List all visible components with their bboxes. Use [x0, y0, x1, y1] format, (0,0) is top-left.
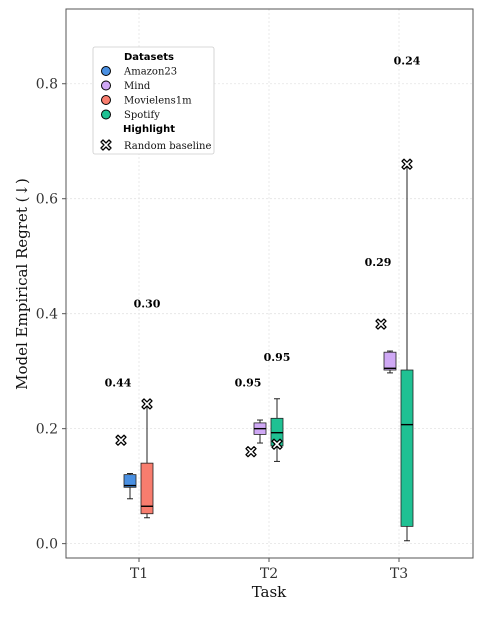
- legend-label: Spotify: [124, 110, 160, 121]
- random-baseline-marker-icon-shape: [271, 438, 283, 450]
- annotations: 0.44 0.30 0.950.95 0.29 0.24: [105, 55, 421, 390]
- annotation-label: 0.44: [105, 377, 132, 390]
- annotation-label: 0.29: [365, 256, 392, 269]
- grid: [66, 9, 473, 558]
- legend-label: Movielens1m: [124, 96, 192, 107]
- legend-swatch-icon: [101, 80, 111, 91]
- legend-random-label: Random baseline: [124, 141, 211, 152]
- y-axis-title: Model Empirical Regret (↓): [13, 178, 31, 390]
- annotation-label: 0.95: [264, 351, 291, 364]
- legend-swatch-icon: [101, 66, 111, 76]
- random-baseline-marker-icon-shape: [401, 158, 413, 170]
- y-tick-label: 0.2: [36, 422, 58, 438]
- random-baseline-marker-icon-shape: [115, 434, 127, 446]
- legend-random-marker-icon: [100, 139, 112, 151]
- box-T2-Spotify: [270, 398, 284, 462]
- random-baseline-marker-icon-shape: [375, 318, 387, 330]
- box-body: [140, 462, 154, 515]
- box-T1-Amazon23: [115, 434, 137, 500]
- legend: Datasets Amazon23MindMovielens1mSpotify …: [92, 46, 215, 155]
- x-tick-label: T2: [260, 566, 278, 582]
- random-baseline-marker-icon: [375, 318, 387, 330]
- legend-swatch-icon: [101, 109, 111, 120]
- y-tick-label: 0.8: [36, 77, 58, 93]
- random-baseline-marker-icon: [245, 445, 257, 458]
- legend-label: Mind: [124, 81, 151, 92]
- random-baseline-marker-icon: [271, 438, 283, 450]
- random-baseline-marker-icon-shape: [141, 398, 153, 410]
- legend-entry-mind: Mind: [101, 80, 151, 92]
- random-baseline-marker-icon-shape: [245, 445, 257, 458]
- box-body: [383, 351, 397, 371]
- legend-frame: [92, 46, 215, 155]
- x-tick-label: T1: [130, 566, 148, 582]
- x-axis-title: Task: [252, 583, 287, 601]
- legend-swatch-icon: [101, 95, 111, 105]
- legend-entry-spotify: Spotify: [101, 109, 160, 121]
- y-axis: 0.0 0.2 0.4 0.6 0.8: [36, 77, 66, 553]
- y-tick-label: 0.6: [36, 192, 58, 208]
- legend-entry-movielens1m: Movielens1m: [101, 95, 192, 107]
- random-baseline-marker-icon: [401, 158, 413, 170]
- boxes: [115, 158, 414, 542]
- x-axis: T1 T2 T3: [130, 558, 408, 582]
- legend-entries: Amazon23 Mind Movielens1m Spotify: [101, 66, 192, 121]
- box-T3-Spotify: [400, 158, 414, 542]
- box-T3-Mind: [375, 318, 397, 374]
- box-T2-Mind: [245, 419, 267, 458]
- box-T1-Movielens1m: [140, 398, 154, 519]
- box-body: [400, 369, 414, 527]
- box-body: [123, 474, 137, 488]
- legend-highlight-title: Highlight: [123, 124, 175, 135]
- x-tick-label: T3: [390, 566, 408, 582]
- legend-entry-amazon23: Amazon23: [101, 66, 177, 78]
- y-tick-label: 0.0: [36, 537, 58, 553]
- legend-label: Amazon23: [123, 67, 177, 78]
- legend-datasets-title: Datasets: [124, 52, 174, 63]
- y-tick-label: 0.4: [36, 307, 58, 323]
- random-baseline-marker-icon: [115, 434, 127, 446]
- random-baseline-marker-icon: [141, 398, 153, 410]
- annotation-label: 0.24: [394, 55, 421, 68]
- annotation-label: 0.95: [235, 377, 262, 390]
- annotation-label: 0.30: [134, 297, 161, 310]
